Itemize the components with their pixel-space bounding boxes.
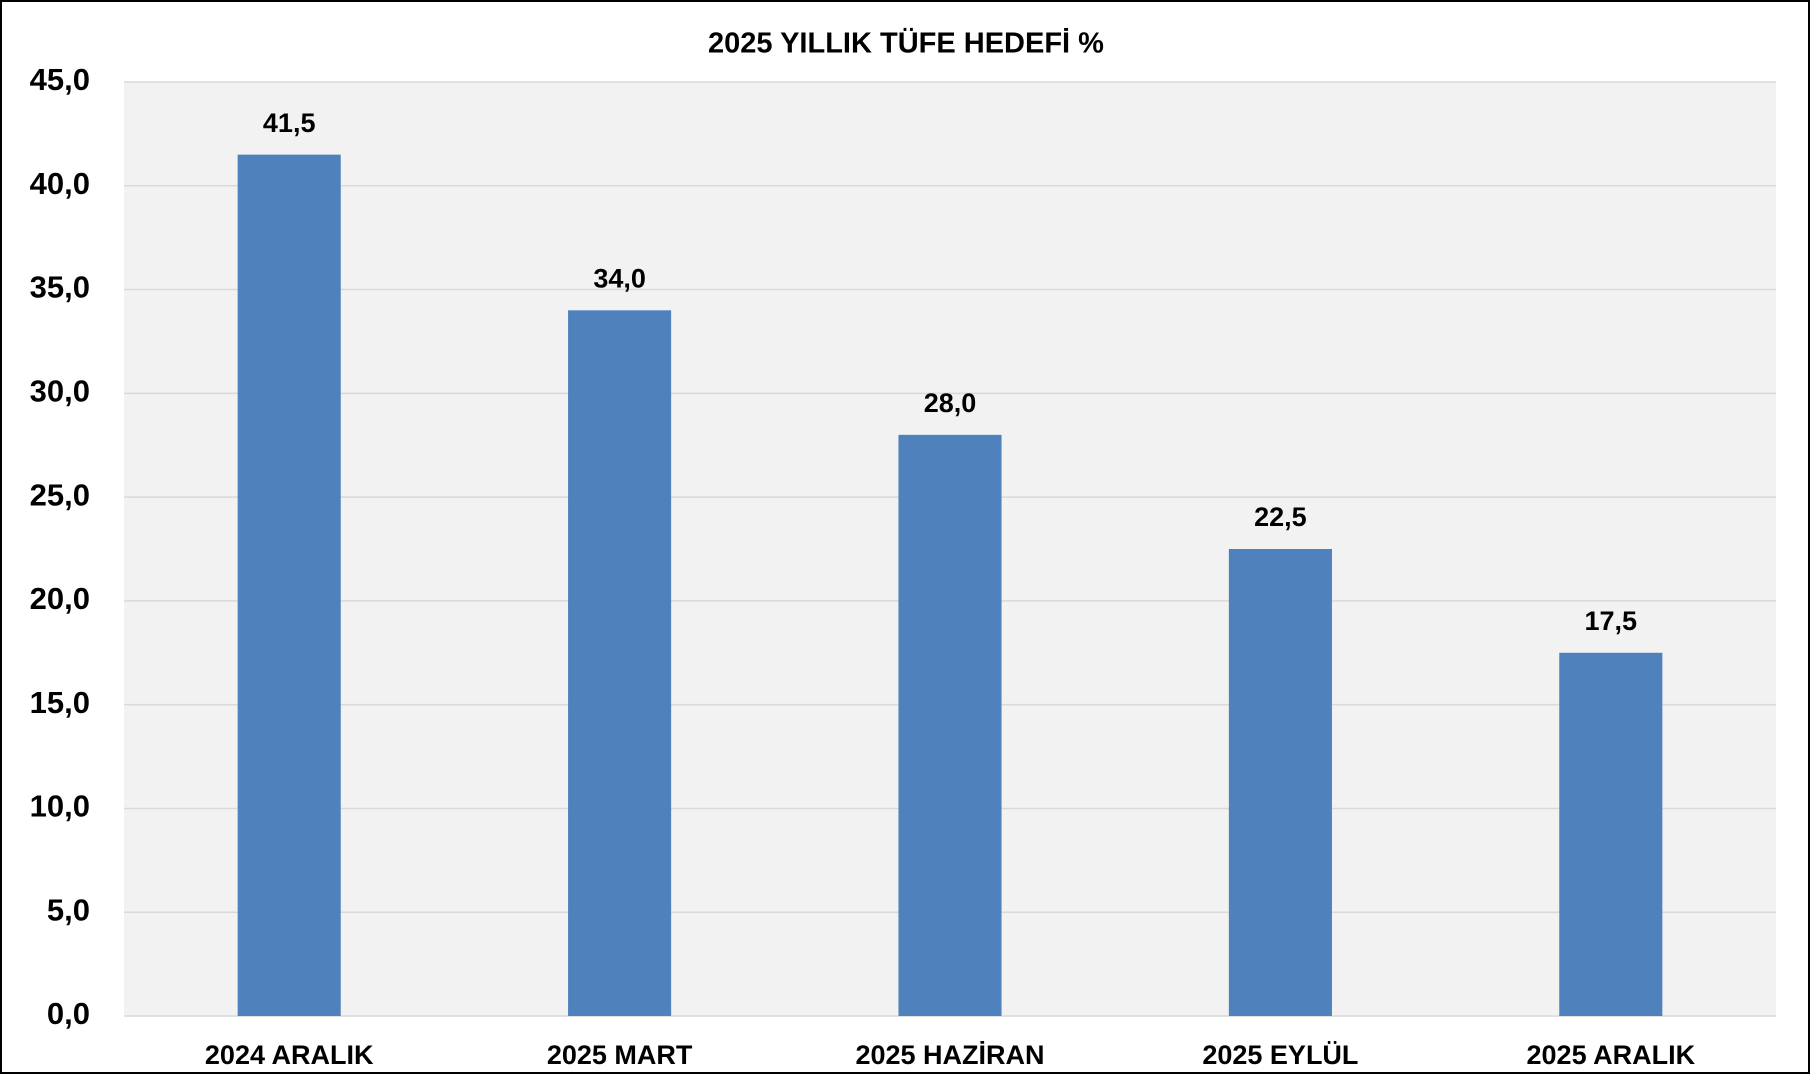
bar [1228,549,1332,1016]
x-tick-label: 2024 ARALIK [205,1040,374,1070]
y-tick-label: 40,0 [30,166,90,201]
value-label: 22,5 [1254,502,1307,532]
value-label: 28,0 [924,388,977,418]
y-tick-label: 10,0 [30,789,90,824]
bar [898,434,1002,1016]
x-tick-label: 2025 ARALIK [1527,1040,1696,1070]
value-label: 41,5 [263,108,316,138]
y-tick-label: 15,0 [30,685,90,720]
bar [1559,652,1663,1016]
y-tick-label: 25,0 [30,477,90,512]
x-tick-label: 2025 EYLÜL [1202,1040,1358,1070]
bar [568,310,672,1016]
y-tick-label: 35,0 [30,270,90,305]
x-tick-label: 2025 HAZİRAN [855,1040,1044,1070]
value-label: 17,5 [1585,606,1638,636]
y-tick-label: 20,0 [30,581,90,616]
y-tick-label: 0,0 [47,996,90,1031]
bar [237,154,341,1017]
chart-title: 2025 YILLIK TÜFE HEDEFİ % [708,27,1104,60]
value-label: 34,0 [593,263,646,293]
y-tick-label: 45,0 [30,62,90,97]
y-tick-label: 30,0 [30,374,90,409]
y-tick-label: 5,0 [47,892,90,927]
x-tick-label: 2025 MART [547,1040,693,1070]
